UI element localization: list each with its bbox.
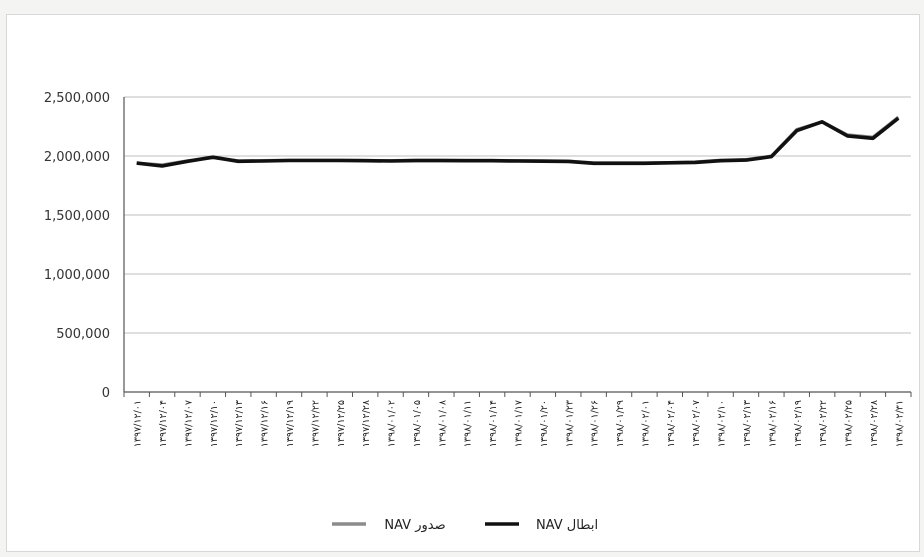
- y-axis-ticks: 0 500,000 1,000,000 1,500,000 2,000,000 2,500…: [44, 91, 110, 401]
- gridlines: [124, 96, 911, 334]
- x-tick-label: ۱۳۹۷/۱۲/۱۹: [285, 400, 296, 447]
- x-tick-label: ۱۳۹۸/۰۱/۱۴: [488, 400, 499, 447]
- y-tick-label: 2,500,000: [44, 91, 110, 106]
- legend: صدور NAV ابطال NAV: [332, 518, 598, 533]
- x-tick-label: ۱۳۹۷/۱۲/۱۳: [234, 400, 245, 447]
- x-tick-label: ۱۳۹۸/۰۲/۰۷: [691, 400, 702, 447]
- series-line: [136, 116, 900, 168]
- x-tick-label: ۱۳۹۸/۰۲/۰۴: [666, 400, 677, 447]
- series-line: [136, 115, 900, 167]
- x-tick-label: ۱۳۹۸/۰۱/۱۱: [463, 400, 474, 447]
- y-tick-label: 1,000,000: [44, 268, 110, 283]
- x-tick-label: ۱۳۹۸/۰۲/۲۸: [869, 400, 880, 447]
- x-tick-label: ۱۳۹۸/۰۲/۲۲: [818, 400, 829, 447]
- x-tick-label: ۱۳۹۷/۱۲/۲۵: [336, 400, 347, 447]
- legend-label: صدور NAV: [384, 518, 445, 533]
- x-tick-label: ۱۳۹۷/۱۲/۲۸: [361, 400, 372, 447]
- y-tick-label: 1,500,000: [44, 209, 110, 224]
- x-tick-label: ۱۳۹۸/۰۲/۰۱: [640, 400, 651, 447]
- y-tick-label: 0: [102, 386, 110, 401]
- x-tick-label: ۱۳۹۸/۰۲/۳۱: [894, 400, 905, 447]
- x-tick-label: ۱۳۹۸/۰۱/۲۹: [615, 400, 626, 447]
- x-tick-label: ۱۳۹۷/۱۲/۲۲: [310, 400, 321, 447]
- x-tick-label: ۱۳۹۸/۰۲/۱۹: [793, 400, 804, 447]
- x-tick-label: ۱۳۹۷/۱۲/۰۷: [183, 400, 194, 447]
- x-tick-label: ۱۳۹۷/۱۲/۱۶: [260, 400, 271, 447]
- x-tick-label: ۱۳۹۷/۱۲/۰۱: [133, 400, 144, 447]
- x-tick-label: ۱۳۹۷/۱۲/۱۰: [209, 400, 220, 447]
- x-tick-label: ۱۳۹۸/۰۱/۰۸: [437, 400, 448, 447]
- y-tick-label: 2,000,000: [44, 150, 110, 165]
- y-tick-label: 500,000: [56, 327, 110, 342]
- x-tick-label: ۱۳۹۸/۰۱/۱۷: [514, 400, 525, 447]
- x-tick-label: ۱۳۹۸/۰۲/۲۵: [844, 400, 855, 447]
- nav-line-chart: 0 500,000 1,000,000 1,500,000 2,000,000 2,500…: [44, 91, 912, 533]
- x-tick-label: ۱۳۹۸/۰۲/۱۳: [742, 400, 753, 447]
- x-tick-label: ۱۳۹۸/۰۱/۲۶: [590, 400, 601, 447]
- x-tick-label: ۱۳۹۸/۰۲/۱۶: [767, 400, 778, 447]
- x-tick-label: ۱۳۹۸/۰۱/۰۲: [387, 400, 398, 447]
- axes: [123, 97, 912, 397]
- x-tick-label: ۱۳۹۸/۰۲/۱۰: [717, 400, 728, 447]
- legend-label: ابطال NAV: [536, 518, 598, 533]
- x-tick-label: ۱۳۹۷/۱۲/۰۴: [158, 400, 169, 447]
- chart-frame: 0 500,000 1,000,000 1,500,000 2,000,000 2,500…: [6, 14, 920, 552]
- x-tick-label: ۱۳۹۸/۰۱/۲۳: [564, 400, 575, 447]
- x-tick-label: ۱۳۹۸/۰۱/۲۰: [539, 400, 550, 447]
- series-lines: [136, 115, 900, 168]
- x-axis-ticks: ۱۳۹۷/۱۲/۰۱ ۱۳۹۷/۱۲/۰۴ ۱۳۹۷/۱۲/۰۷ ۱۳۹۷/۱۲/۱۰…: [133, 400, 906, 447]
- x-tick-label: ۱۳۹۸/۰۱/۰۵: [412, 400, 423, 447]
